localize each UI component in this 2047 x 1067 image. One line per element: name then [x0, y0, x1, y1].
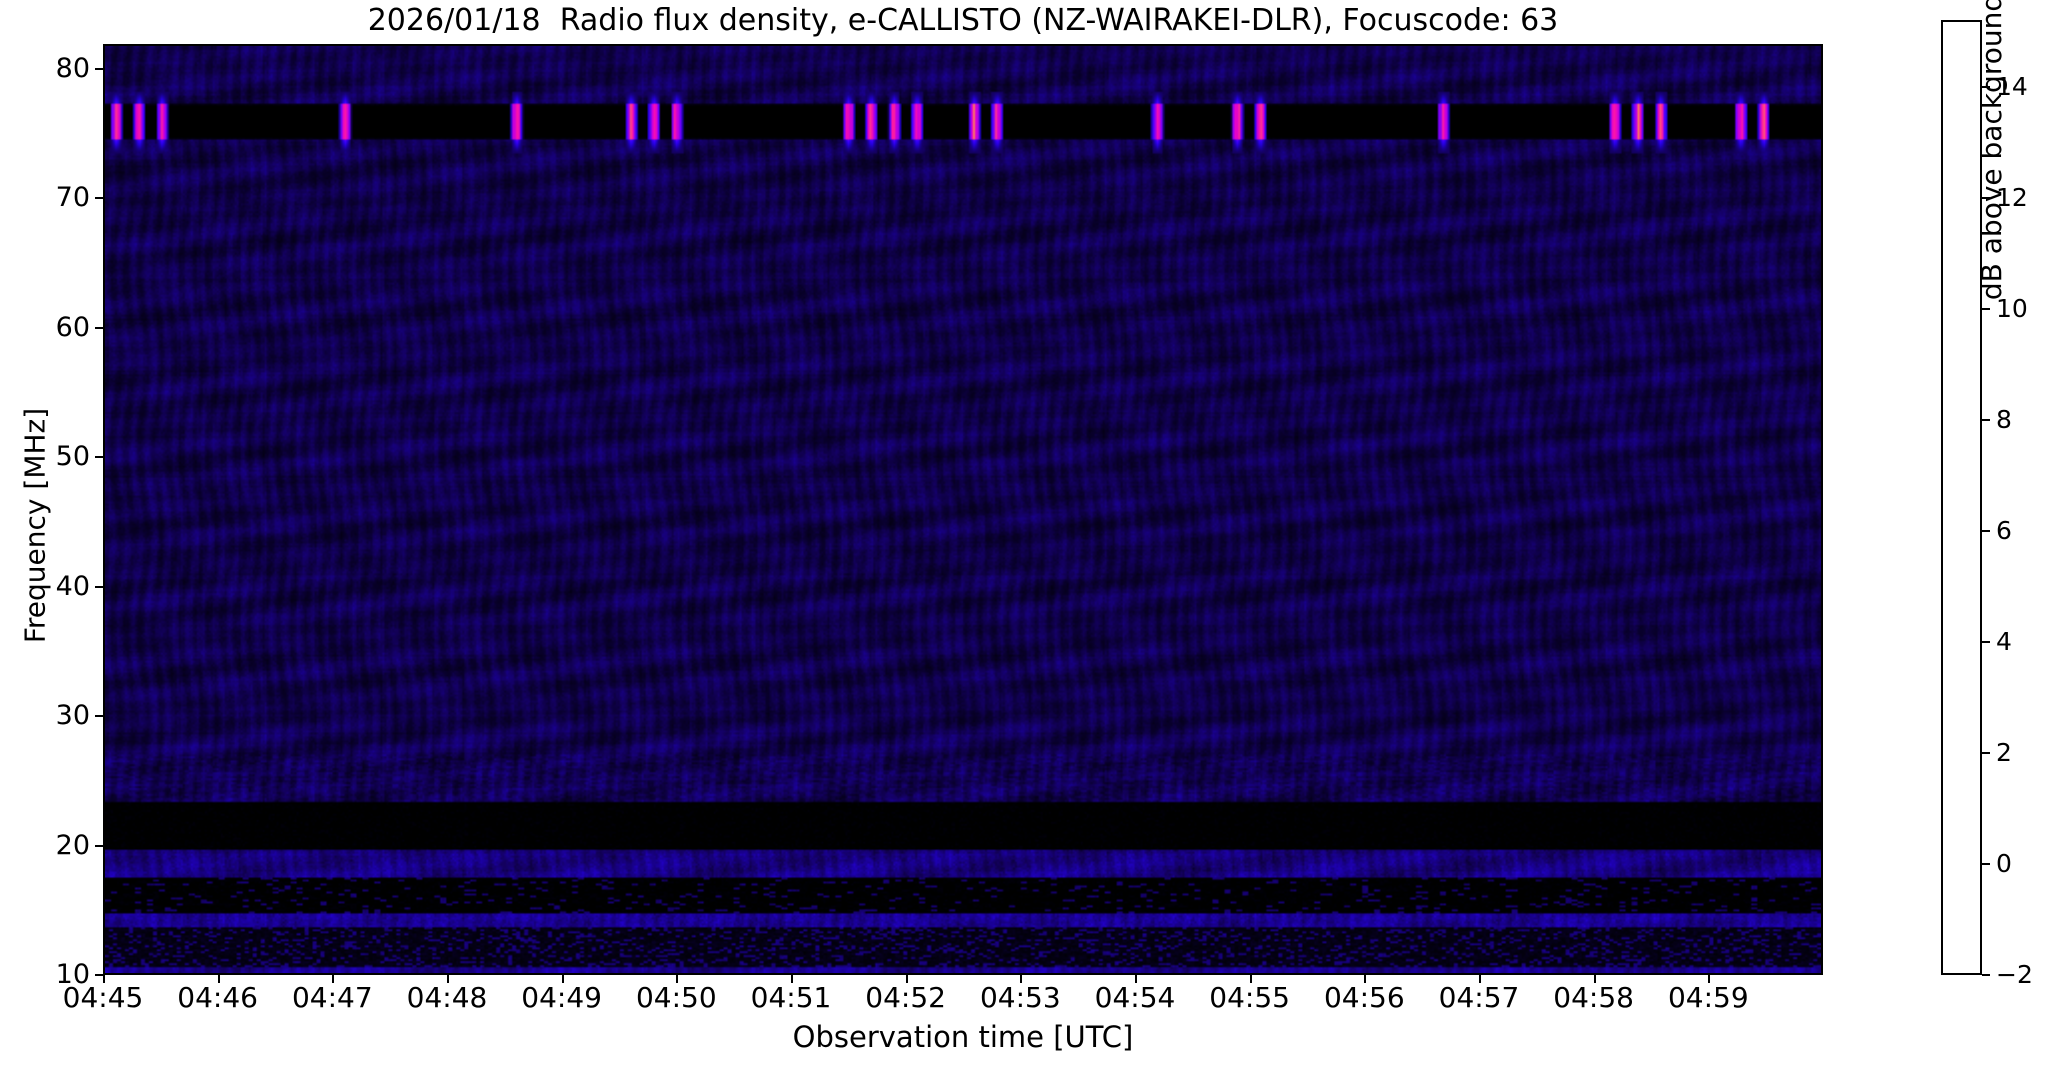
- colorbar-tick-label: −2: [1996, 960, 2033, 989]
- spectrogram-plot-area: [103, 44, 1823, 975]
- colorbar-label: dB above background: [1975, 0, 2008, 301]
- x-tick-label: 04:55: [1209, 981, 1290, 1014]
- x-tick-label: 04:53: [979, 981, 1061, 1014]
- x-tick-label: 04:59: [1667, 981, 1749, 1014]
- colorbar-tick-mark: [1982, 751, 1990, 754]
- y-tick-label: 40: [55, 570, 90, 602]
- y-tick-label: 80: [55, 52, 90, 84]
- x-tick-label: 04:56: [1323, 981, 1405, 1014]
- y-axis-label: Frequency [MHz]: [18, 407, 52, 644]
- x-tick-mark: [1479, 975, 1481, 983]
- colorbar-tick-mark: [1982, 529, 1990, 532]
- y-tick-mark: [95, 974, 103, 976]
- colorbar-tick-label: 0: [1996, 848, 2012, 878]
- x-tick-mark: [1249, 975, 1252, 983]
- x-tick-label: 04:52: [865, 981, 946, 1014]
- y-tick-label: 70: [55, 182, 90, 214]
- colorbar-tick-label: 4: [1996, 626, 2012, 656]
- x-tick-label: 04:50: [635, 981, 717, 1014]
- x-tick-label: 04:54: [1094, 981, 1176, 1014]
- x-tick-mark: [1135, 975, 1137, 983]
- x-tick-mark: [561, 975, 564, 983]
- colorbar-tick-mark: [1982, 418, 1990, 421]
- colorbar-tick-mark: [1982, 974, 1990, 976]
- colorbar: 14 12 10 8 6 4 2 0 −2: [1941, 20, 2033, 989]
- colorbar-tick-label: 12: [1996, 182, 2028, 212]
- y-tick-label: 30: [55, 700, 90, 732]
- x-tick-label: 04:47: [291, 981, 373, 1014]
- x-tick-mark: [1708, 975, 1711, 983]
- x-tick-label: 04:49: [521, 981, 602, 1014]
- colorbar-tick-mark: [1982, 196, 1990, 199]
- x-tick-mark: [332, 975, 335, 983]
- y-tick-mark: [95, 456, 103, 459]
- x-tick-label: 04:48: [406, 981, 488, 1014]
- x-tick-mark: [1364, 975, 1367, 983]
- x-tick-mark: [791, 975, 793, 983]
- y-tick-label: 50: [55, 441, 90, 473]
- colorbar-tick-mark: [1982, 85, 1990, 88]
- x-tick-mark: [217, 975, 220, 983]
- y-tick-mark: [95, 844, 103, 847]
- x-axis-label: Observation time [UTC]: [792, 1020, 1134, 1054]
- colorbar-gradient: [1941, 20, 1982, 975]
- x-tick-mark: [1020, 975, 1023, 983]
- page-title: 2026/01/18 Radio flux density, e-CALLIST…: [367, 3, 1559, 38]
- x-tick-label: 04:46: [177, 981, 258, 1014]
- y-tick-mark: [95, 585, 103, 588]
- x-tick-mark: [676, 975, 679, 983]
- spectrogram-image: [105, 46, 1821, 973]
- y-tick-mark: [95, 715, 103, 718]
- y-tick-label: 60: [55, 311, 90, 343]
- y-tick-mark: [95, 197, 103, 200]
- x-tick-label: 04:45: [62, 981, 144, 1014]
- colorbar-tick-mark: [1982, 307, 1990, 310]
- y-tick-mark: [95, 67, 103, 70]
- x-tick-mark: [447, 975, 449, 983]
- x-tick-label: 04:51: [750, 981, 832, 1014]
- y-tick-mark: [95, 326, 103, 329]
- colorbar-tick-label: 10: [1996, 293, 2028, 323]
- colorbar-tick-mark: [1982, 640, 1990, 643]
- y-tick-label: 10: [55, 959, 90, 990]
- colorbar-tick-label: 14: [1996, 71, 2028, 101]
- colorbar-tick-label: 2: [1996, 737, 2012, 767]
- colorbar-tick-label: 6: [1996, 515, 2012, 545]
- x-tick-mark: [905, 975, 908, 983]
- colorbar-tick-label: 8: [1996, 404, 2012, 434]
- x-tick-label: 04:57: [1438, 981, 1520, 1014]
- x-tick-mark: [1593, 975, 1596, 983]
- x-tick-label: 04:58: [1553, 981, 1634, 1014]
- colorbar-tick-mark: [1982, 862, 1990, 865]
- y-tick-label: 20: [55, 829, 90, 861]
- x-tick-mark: [103, 975, 105, 983]
